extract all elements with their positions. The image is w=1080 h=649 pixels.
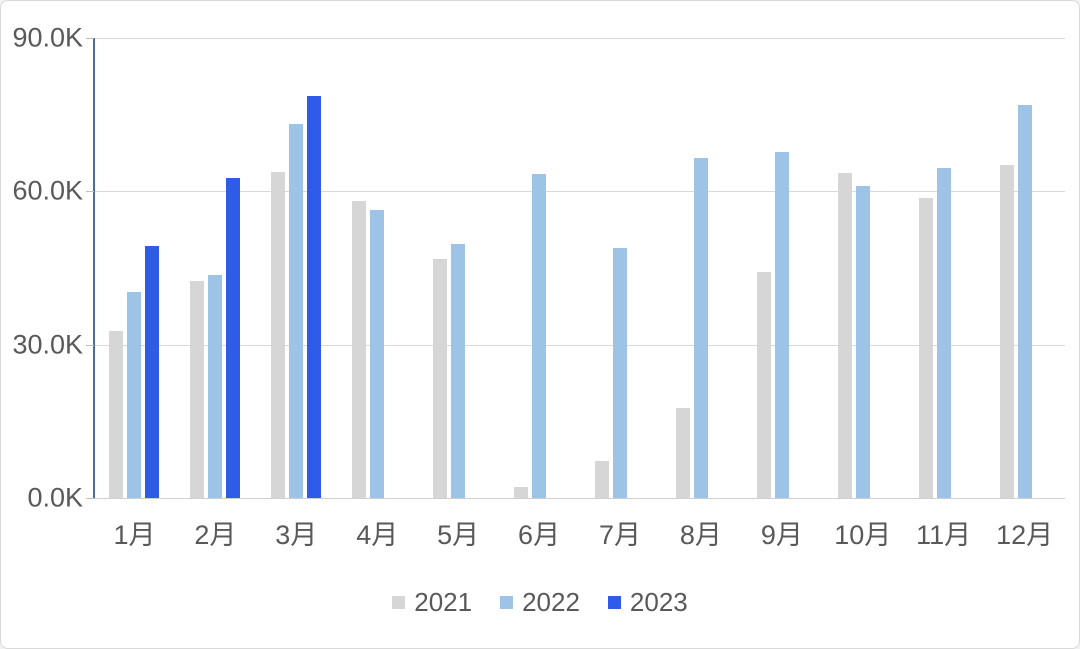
- bar-2021-5月[interactable]: [433, 258, 448, 498]
- x-axis-label-10: 10月: [834, 520, 892, 550]
- legend-item-2022[interactable]: 2022: [500, 589, 580, 615]
- legend-item-2023[interactable]: 2023: [607, 587, 688, 617]
- legend: 2021 2022 2023: [1, 589, 1079, 615]
- bar-2021-9月[interactable]: [756, 272, 771, 498]
- bar-2023-2月[interactable]: [226, 178, 241, 498]
- x-axis-label-7: 7月: [598, 520, 641, 550]
- bar-2022-1月[interactable]: [127, 291, 142, 498]
- bar-2021-12月[interactable]: [999, 164, 1014, 498]
- x-axis-label-5: 5月: [437, 520, 480, 550]
- bar-group-8月: [675, 38, 726, 498]
- legend-label-2021: 2021: [414, 587, 473, 617]
- bar-group-9月: [756, 38, 807, 498]
- legend-label-2022: 2022: [522, 587, 580, 617]
- bar-2021-11月[interactable]: [918, 197, 933, 498]
- bar-group-3月: [271, 38, 322, 498]
- x-axis-labels: 1月 2月 3月 4月 5月 6月 7月 8月 9月 10月 11月 12月: [94, 513, 1065, 552]
- bar-2023-1月[interactable]: [145, 246, 160, 498]
- bar-group-10月: [837, 38, 888, 498]
- legend-item-2021[interactable]: 2021: [392, 589, 472, 615]
- bar-2021-10月[interactable]: [837, 173, 852, 498]
- y-axis-tick-label: 60.0K: [12, 175, 83, 206]
- gridline-0k: [94, 498, 1065, 499]
- x-axis-label-3: 3月: [275, 520, 318, 550]
- bar-2022-8月[interactable]: [693, 158, 708, 498]
- y-axis-tick: [86, 344, 94, 346]
- x-axis-label-4: 4月: [356, 520, 399, 550]
- bar-group-1月: [109, 38, 160, 498]
- bar-2022-6月[interactable]: [532, 174, 547, 498]
- bar-2021-7月[interactable]: [594, 460, 609, 498]
- bar-2021-6月[interactable]: [514, 486, 529, 498]
- bar-2021-2月[interactable]: [190, 280, 205, 498]
- bar-group-5月: [433, 38, 483, 498]
- gridline-90k: [94, 38, 1065, 39]
- bar-2022-3月[interactable]: [289, 124, 304, 498]
- bar-2021-1月[interactable]: [109, 331, 124, 498]
- gridline-30k: [94, 344, 1065, 346]
- bar-2023-3月[interactable]: [307, 95, 322, 498]
- bar-2022-7月[interactable]: [612, 247, 627, 498]
- bar-group-2月: [190, 38, 241, 498]
- bar-2022-12月[interactable]: [1017, 105, 1032, 498]
- bar-group-11月: [918, 38, 969, 498]
- bar-group-6月: [514, 38, 564, 498]
- x-axis-label-1: 1月: [113, 520, 156, 550]
- legend-label-2023: 2023: [629, 587, 688, 617]
- legend-swatch-2022: [500, 595, 514, 609]
- x-axis-label-11: 11月: [916, 520, 972, 550]
- y-axis-tick-label: 30.0K: [12, 329, 83, 360]
- x-axis-label-2: 2月: [194, 520, 237, 550]
- bar-2021-8月[interactable]: [675, 408, 690, 498]
- bar-2022-5月[interactable]: [451, 243, 466, 498]
- bar-2021-4月[interactable]: [352, 200, 367, 498]
- y-axis-line: [93, 38, 95, 498]
- plot-area: [93, 38, 1065, 499]
- gridline-60k: [94, 191, 1065, 193]
- y-axis-tick-label: 0.0K: [27, 482, 83, 513]
- bar-group-4月: [352, 38, 402, 498]
- legend-swatch-2023: [607, 595, 621, 609]
- bar-2022-10月[interactable]: [855, 186, 870, 498]
- x-axis-label-9: 9月: [760, 520, 803, 550]
- bar-group-7月: [594, 38, 645, 498]
- y-axis-tick-label: 90.0K: [12, 22, 83, 53]
- bar-2022-2月[interactable]: [208, 275, 223, 498]
- y-axis-tick: [86, 191, 94, 193]
- x-axis-label-8: 8月: [679, 520, 722, 550]
- legend-swatch-2021: [392, 595, 406, 609]
- bar-group-12月: [999, 38, 1050, 498]
- bar-2022-4月[interactable]: [370, 210, 385, 498]
- y-axis-tick: [86, 498, 94, 499]
- bar-2022-9月[interactable]: [774, 151, 789, 498]
- bar-2021-3月[interactable]: [271, 172, 286, 498]
- x-axis-label-12: 12月: [996, 520, 1054, 550]
- y-axis-tick: [86, 38, 94, 39]
- bar-2022-11月[interactable]: [936, 168, 951, 498]
- x-axis-label-6: 6月: [518, 520, 561, 550]
